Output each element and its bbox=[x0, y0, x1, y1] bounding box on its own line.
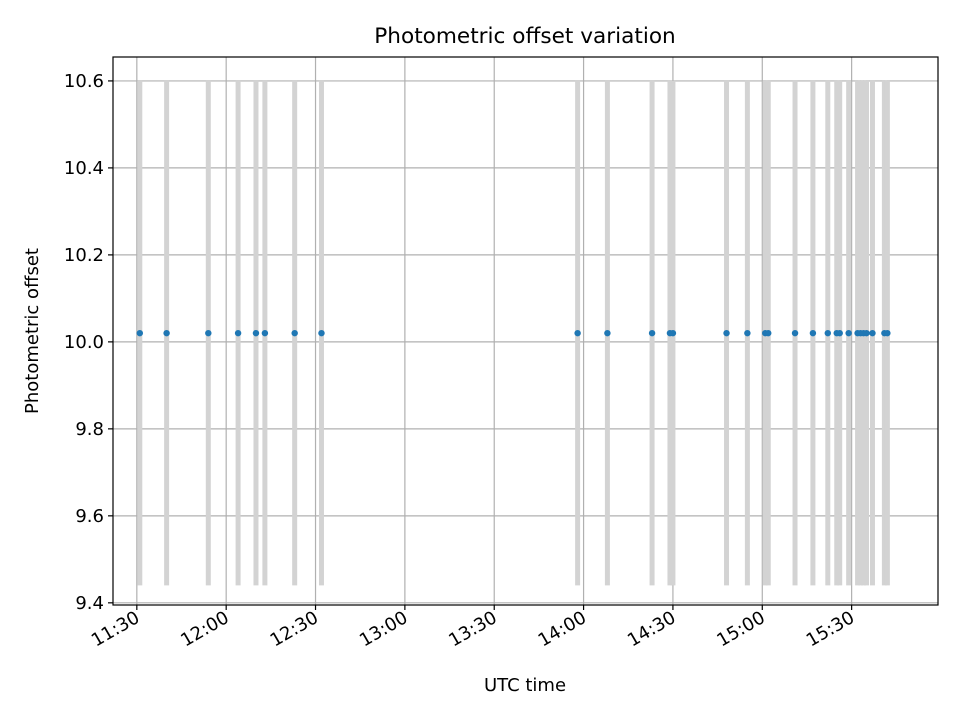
y-tick-label: 10.4 bbox=[64, 158, 104, 179]
data-point bbox=[318, 329, 325, 337]
data-point bbox=[791, 329, 799, 337]
y-tick-label: 10.0 bbox=[64, 332, 104, 353]
y-tick-label: 9.4 bbox=[75, 593, 104, 614]
data-point bbox=[261, 329, 269, 337]
grid-lines bbox=[113, 57, 938, 605]
data-point bbox=[574, 329, 581, 337]
data-point bbox=[648, 329, 656, 337]
data-point bbox=[884, 329, 891, 337]
x-axis-label: UTC time bbox=[484, 675, 566, 696]
y-tick-label: 9.6 bbox=[75, 506, 104, 527]
data-point bbox=[765, 329, 772, 337]
data-point bbox=[836, 329, 843, 337]
y-axis-ticks: 9.4 9.6 9.8 10.0 10.2 10.4 10.6 bbox=[64, 71, 113, 614]
data-point bbox=[234, 329, 242, 337]
y-tick-label: 10.2 bbox=[64, 245, 104, 266]
data-point bbox=[136, 329, 144, 337]
data-point bbox=[163, 329, 170, 337]
plot-frame bbox=[112, 56, 939, 606]
y-axis-label: Photometric offset bbox=[22, 248, 43, 414]
data-points bbox=[136, 329, 891, 337]
data-point bbox=[824, 329, 832, 337]
data-point bbox=[205, 329, 212, 337]
data-point bbox=[723, 329, 730, 337]
y-tick-label: 10.6 bbox=[64, 71, 104, 92]
data-point bbox=[869, 329, 876, 337]
data-point bbox=[252, 329, 260, 337]
chart-title: Photometric offset variation bbox=[374, 24, 675, 49]
data-point bbox=[604, 329, 611, 337]
data-point bbox=[809, 329, 817, 337]
data-point bbox=[291, 329, 298, 337]
data-point bbox=[845, 329, 852, 337]
y-tick-label: 9.8 bbox=[75, 419, 104, 440]
data-point bbox=[744, 329, 751, 337]
data-point bbox=[863, 329, 870, 337]
data-point bbox=[669, 329, 677, 337]
